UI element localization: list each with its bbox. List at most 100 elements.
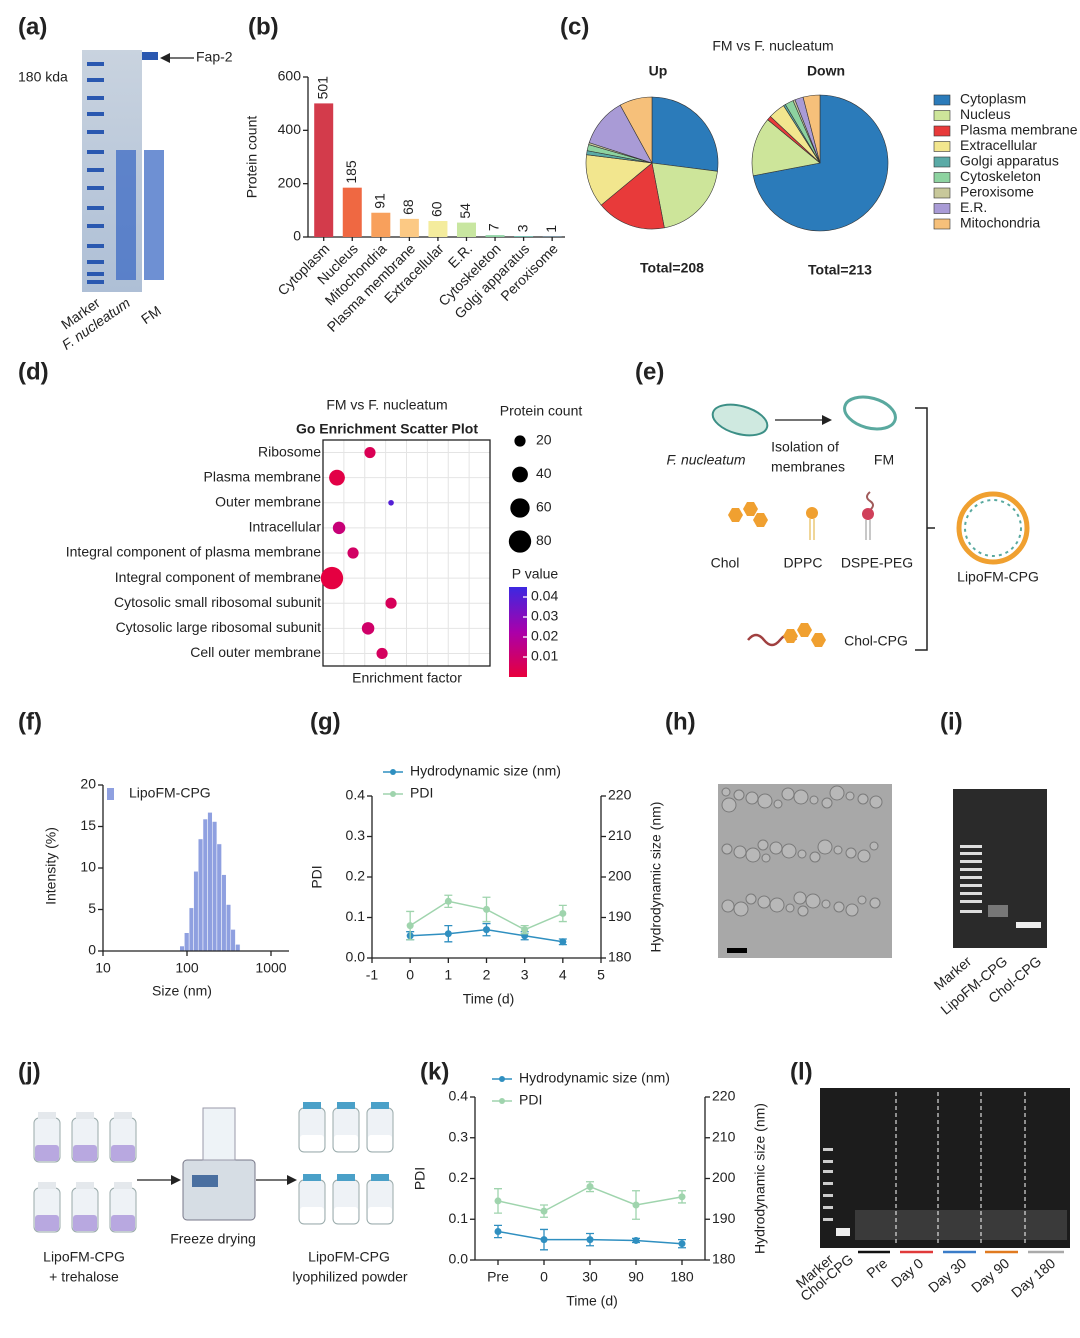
- marker-band: [87, 78, 104, 82]
- hist-bar: [197, 838, 204, 952]
- hist-bar: [212, 821, 218, 952]
- bar: [371, 212, 391, 237]
- hist-bar: [216, 843, 222, 952]
- marker-band: [87, 260, 104, 264]
- label: FM: [874, 452, 894, 468]
- x-axis-title: Enrichment factor: [352, 670, 462, 686]
- chart-subtitle: Go Enrichment Scatter Plot: [296, 421, 478, 437]
- x-tick-label: 0: [406, 967, 414, 983]
- y2-tick-label: 200: [608, 868, 632, 884]
- legend-label: Plasma membrane: [960, 122, 1078, 138]
- y2-tick-label: 190: [608, 908, 632, 924]
- vial-cap: [38, 1182, 56, 1189]
- size-key-label: 20: [536, 432, 552, 448]
- vesicle: [721, 787, 731, 797]
- y-axis-title: Intensity (%): [43, 827, 59, 905]
- panel-label: (c): [560, 13, 589, 40]
- vesicle: [845, 903, 859, 917]
- size-label: 180 kda: [18, 69, 68, 85]
- value-label: 1: [543, 225, 559, 233]
- y-tick-label: 0.4: [449, 1088, 469, 1104]
- hist-bar: [207, 812, 213, 952]
- marker-band: [960, 868, 982, 871]
- x-tick-label: 3: [521, 967, 529, 983]
- point: [540, 1207, 548, 1215]
- lane-label: Day 180: [1008, 1255, 1058, 1301]
- vesicle: [745, 847, 761, 863]
- legend-label: Mitochondria: [960, 215, 1040, 231]
- chol-icon: [797, 623, 812, 637]
- pie-name: Down: [807, 63, 845, 79]
- size-key-label: 60: [536, 499, 552, 515]
- y-tick-label: Ribosome: [258, 443, 321, 459]
- legend-label: LipoFM-CPG: [129, 785, 211, 801]
- colorbar-label: 0.04: [531, 588, 558, 604]
- marker-band: [87, 272, 104, 276]
- chol-icon: [753, 513, 768, 527]
- point: [559, 938, 567, 946]
- peg-chain: [866, 491, 874, 511]
- vial-cap: [371, 1174, 389, 1181]
- vesicle: [869, 795, 883, 809]
- hist-bar: [184, 932, 190, 952]
- vial-cap: [303, 1174, 321, 1181]
- vial-cap: [371, 1102, 389, 1109]
- bubble: [376, 647, 388, 660]
- hist-bar: [225, 904, 232, 952]
- bubble: [364, 446, 376, 459]
- vesicle: [785, 903, 795, 913]
- label: lyophilized powder: [292, 1269, 408, 1285]
- arrow-head: [287, 1175, 297, 1185]
- x-tick-label: 10: [95, 960, 111, 976]
- y-tick-label: 0: [88, 942, 96, 958]
- vesicle: [821, 797, 833, 809]
- point: [521, 926, 529, 934]
- dspe-head: [862, 508, 874, 520]
- tem-image: [718, 784, 892, 958]
- vesicle: [769, 841, 783, 855]
- label: LipoFM-CPG: [957, 569, 1039, 585]
- vial-cap: [38, 1112, 56, 1119]
- y-tick-label: 0.3: [346, 827, 366, 843]
- y-tick-label: 0.0: [346, 949, 366, 965]
- size-key: [508, 530, 532, 553]
- vesicle: [721, 843, 733, 855]
- legend-label: Hydrodynamic size (nm): [519, 1070, 670, 1086]
- y2-tick-label: 210: [712, 1128, 736, 1144]
- vesicle: [829, 785, 845, 801]
- panel-label: (h): [665, 708, 696, 735]
- vesicle: [761, 853, 771, 863]
- vesicle: [745, 893, 757, 905]
- vesicle: [773, 799, 783, 809]
- point: [444, 930, 452, 938]
- panel-label: (d): [18, 358, 49, 385]
- vial-content: [111, 1215, 135, 1231]
- size-key-label: 40: [536, 465, 552, 481]
- legend-label: Hydrodynamic size (nm): [410, 763, 561, 779]
- vial-cap: [114, 1112, 132, 1119]
- band: [836, 1228, 850, 1236]
- label: DSPE-PEG: [841, 555, 913, 571]
- marker-band: [87, 280, 104, 284]
- chol-icon: [728, 508, 743, 522]
- vesicle: [733, 845, 747, 859]
- value-label: 60: [429, 201, 445, 217]
- value-label: 91: [372, 193, 388, 209]
- marker-band: [960, 910, 982, 913]
- bar: [428, 221, 448, 237]
- vial-cap: [337, 1174, 355, 1181]
- vesicle: [721, 899, 735, 913]
- panel-label: (l): [790, 1058, 813, 1085]
- colorbar-label: 0.01: [531, 648, 558, 664]
- lane-smear: [116, 150, 136, 280]
- marker-band: [960, 845, 982, 848]
- vial-content: [300, 1207, 324, 1223]
- vial-content: [334, 1207, 358, 1223]
- chart-title: FM vs F. nucleatum: [712, 38, 833, 54]
- x-tick-label: Pre: [487, 1269, 509, 1285]
- smear: [855, 1210, 1067, 1240]
- marker-band: [960, 884, 982, 887]
- marker-band: [823, 1148, 833, 1151]
- value-label: 54: [457, 203, 473, 219]
- panel-label: (e): [635, 358, 664, 385]
